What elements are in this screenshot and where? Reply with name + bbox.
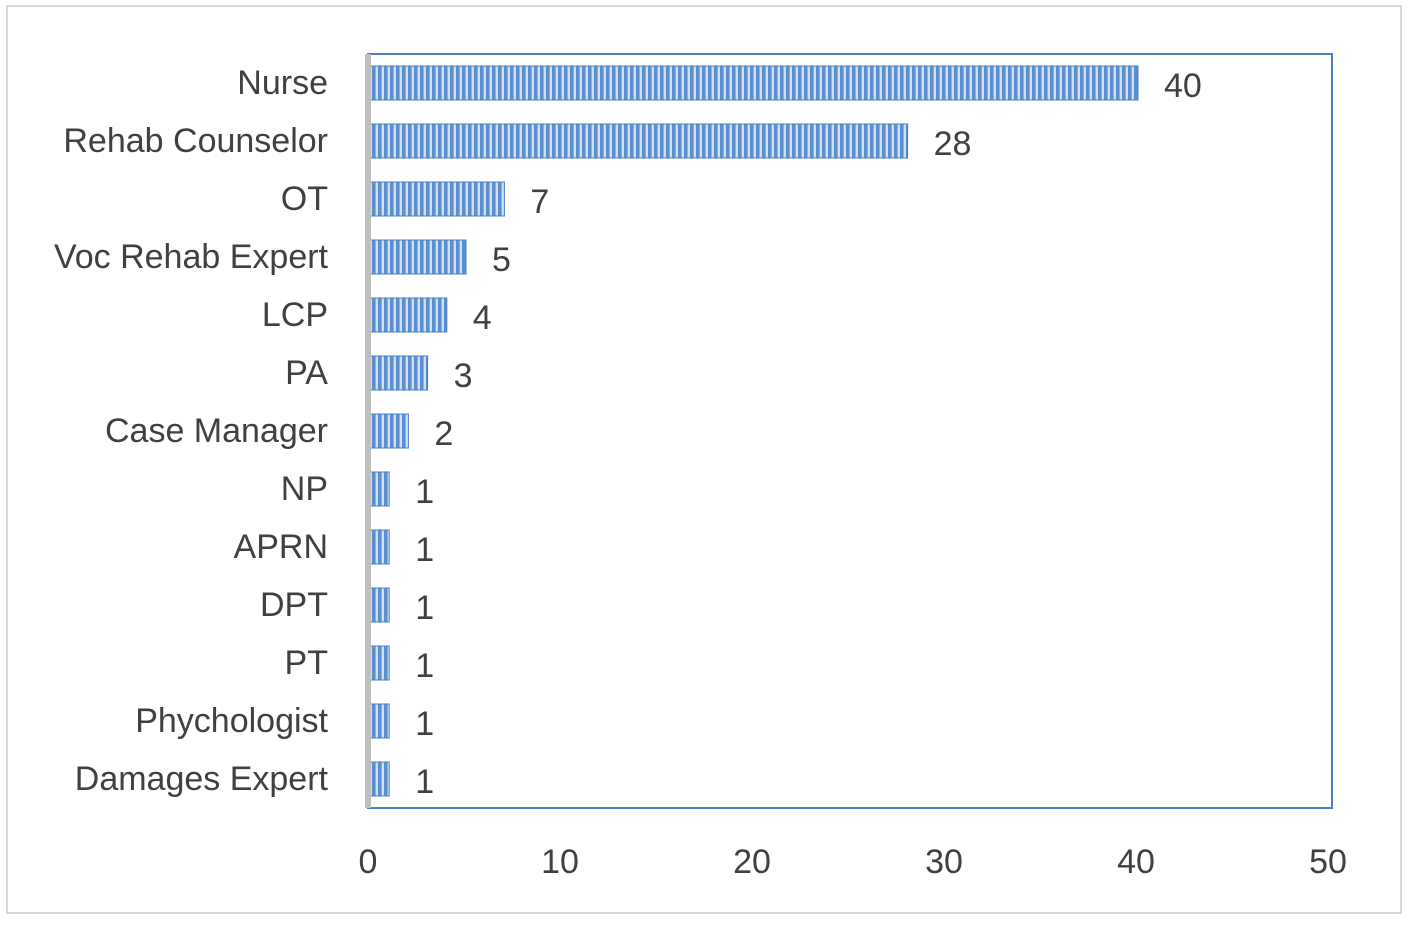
data-label-8: 1 bbox=[415, 531, 434, 569]
plot-area-border bbox=[367, 53, 1333, 809]
category-label-11: Phychologist bbox=[135, 702, 328, 740]
bar-7 bbox=[369, 471, 390, 507]
bar-3 bbox=[369, 239, 467, 275]
category-label-9: DPT bbox=[260, 586, 328, 624]
x-tick-label-5: 50 bbox=[1309, 843, 1347, 881]
category-labels: Nurse Rehab Counselor OT Voc Rehab Expert LC… bbox=[54, 64, 329, 798]
category-label-6: Case Manager bbox=[105, 412, 328, 450]
data-label-3: 5 bbox=[492, 241, 511, 279]
bar-12 bbox=[369, 761, 390, 797]
category-label-8: APRN bbox=[234, 528, 328, 566]
bar-0 bbox=[369, 65, 1139, 101]
bar-6 bbox=[369, 413, 409, 449]
bars-layer bbox=[369, 65, 1139, 797]
data-label-6: 2 bbox=[434, 415, 453, 453]
bar-5 bbox=[369, 355, 429, 391]
x-tick-label-4: 40 bbox=[1117, 843, 1155, 881]
bar-4 bbox=[369, 297, 448, 333]
bar-10 bbox=[369, 645, 390, 681]
x-tick-label-3: 30 bbox=[925, 843, 963, 881]
bar-11 bbox=[369, 703, 390, 739]
bar-8 bbox=[369, 529, 390, 565]
data-label-0: 40 bbox=[1164, 67, 1202, 105]
x-tick-label-2: 20 bbox=[733, 843, 771, 881]
data-label-11: 1 bbox=[415, 705, 434, 743]
x-tick-label-0: 0 bbox=[359, 843, 378, 881]
data-label-7: 1 bbox=[415, 473, 434, 511]
bar-2 bbox=[369, 181, 505, 217]
x-tick-labels: 0 10 20 30 40 50 bbox=[359, 843, 1347, 881]
category-label-3: Voc Rehab Expert bbox=[54, 238, 329, 276]
category-label-0: Nurse bbox=[237, 64, 328, 102]
data-label-2: 7 bbox=[530, 183, 549, 221]
category-label-12: Damages Expert bbox=[75, 760, 329, 798]
data-label-9: 1 bbox=[415, 589, 434, 627]
data-label-1: 28 bbox=[934, 125, 972, 163]
data-label-10: 1 bbox=[415, 647, 434, 685]
category-label-1: Rehab Counselor bbox=[63, 122, 328, 160]
x-tick-label-1: 10 bbox=[541, 843, 579, 881]
data-label-5: 3 bbox=[454, 357, 473, 395]
category-label-5: PA bbox=[285, 354, 328, 392]
data-label-4: 4 bbox=[473, 299, 492, 337]
bar-1 bbox=[369, 123, 909, 159]
data-label-12: 1 bbox=[415, 763, 434, 801]
category-label-2: OT bbox=[281, 180, 328, 218]
category-label-7: NP bbox=[281, 470, 328, 508]
category-label-4: LCP bbox=[262, 296, 328, 334]
bar-9 bbox=[369, 587, 390, 623]
category-label-10: PT bbox=[285, 644, 328, 682]
